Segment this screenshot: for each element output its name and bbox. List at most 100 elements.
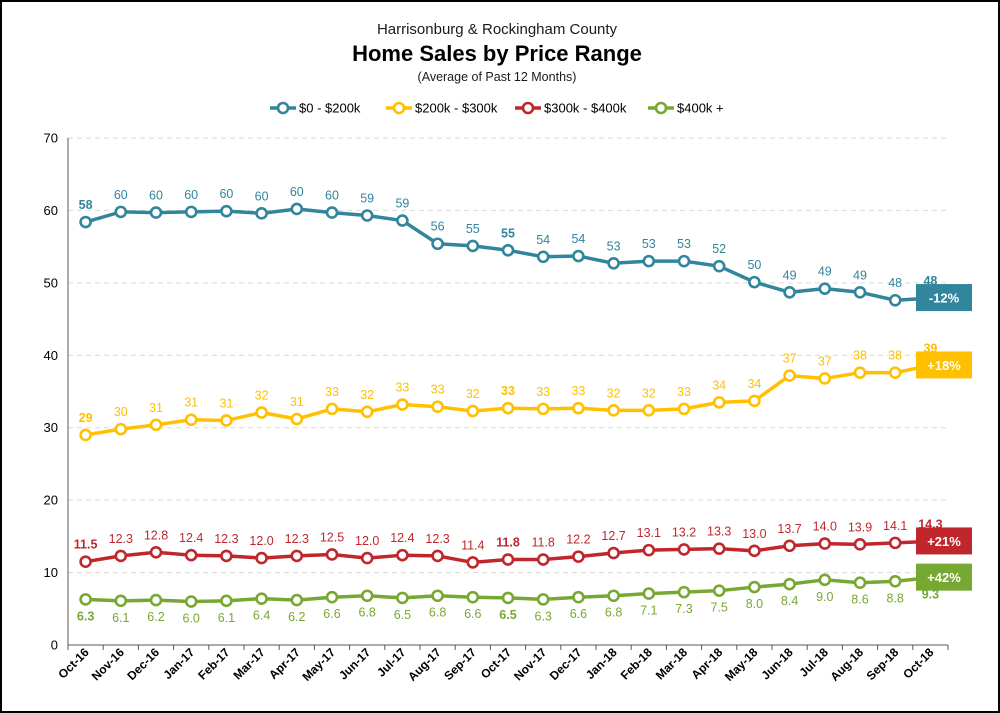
data-label: 6.8 xyxy=(429,606,446,620)
data-point xyxy=(853,576,867,590)
data-point xyxy=(360,589,374,603)
data-label: 7.5 xyxy=(711,601,728,615)
data-point xyxy=(783,539,796,553)
data-point xyxy=(712,396,726,409)
data-label: 60 xyxy=(114,188,128,202)
data-point xyxy=(712,584,726,597)
chart-subtitle: (Average of Past 12 Months) xyxy=(418,70,577,84)
data-label: 13.3 xyxy=(707,525,731,539)
legend-label: $300k - $400k xyxy=(544,101,627,116)
data-point xyxy=(783,369,796,382)
data-label: 49 xyxy=(783,268,797,282)
data-point xyxy=(114,594,128,608)
data-point xyxy=(114,422,128,436)
data-label: 8.0 xyxy=(746,597,763,611)
data-label: 53 xyxy=(607,239,621,253)
data-label: 37 xyxy=(783,352,797,366)
data-label: 34 xyxy=(747,377,761,391)
data-label: 32 xyxy=(607,386,621,400)
data-label: 11.4 xyxy=(461,538,484,552)
data-label: 32 xyxy=(642,386,656,400)
data-label: 6.8 xyxy=(605,606,622,620)
data-point xyxy=(607,589,620,603)
data-point xyxy=(466,590,480,604)
data-point xyxy=(466,239,480,253)
data-label: 12.8 xyxy=(144,528,168,542)
data-point xyxy=(642,404,656,417)
data-point xyxy=(642,543,656,557)
data-point xyxy=(607,546,620,560)
data-label: 12.2 xyxy=(566,533,590,547)
change-badge-label: +18% xyxy=(927,358,961,373)
data-label: 13.2 xyxy=(672,525,696,539)
data-label: 33 xyxy=(536,385,550,399)
data-label: 31 xyxy=(219,396,233,410)
data-label: 12.4 xyxy=(179,531,203,545)
data-point xyxy=(360,551,374,565)
data-point xyxy=(325,548,339,561)
data-point xyxy=(149,545,163,559)
data-label: 6.5 xyxy=(499,608,516,622)
y-tick-label: 60 xyxy=(44,203,58,218)
data-point xyxy=(501,591,515,605)
data-point xyxy=(431,237,444,251)
data-point xyxy=(712,259,726,273)
data-point xyxy=(396,591,409,605)
data-label: 31 xyxy=(184,396,198,410)
data-point xyxy=(853,285,867,299)
x-tick-label: Jan-18 xyxy=(583,645,620,682)
data-label: 13.9 xyxy=(848,520,872,534)
data-point xyxy=(783,285,796,299)
data-point xyxy=(712,542,726,555)
x-tick-label: May-17 xyxy=(299,645,338,684)
x-tick-label: Dec-17 xyxy=(547,645,585,683)
data-label: 60 xyxy=(255,189,269,203)
data-label: 56 xyxy=(431,220,445,234)
x-tick-label: Oct-17 xyxy=(478,645,515,682)
data-label: 33 xyxy=(501,384,515,398)
data-point xyxy=(607,404,620,417)
data-label: 31 xyxy=(149,401,163,415)
data-point xyxy=(888,574,902,588)
data-point xyxy=(888,293,902,307)
data-label: 13.7 xyxy=(777,522,801,536)
data-point xyxy=(220,204,233,218)
data-label: 7.3 xyxy=(675,602,692,616)
y-tick-label: 0 xyxy=(51,638,58,653)
axes xyxy=(67,138,949,650)
data-point xyxy=(360,209,374,222)
change-badge xyxy=(916,351,972,379)
x-tick-label: May-18 xyxy=(722,645,761,684)
data-label: 9.3 xyxy=(922,588,939,602)
data-label: 6.6 xyxy=(323,607,340,621)
change-badge-label: +42% xyxy=(927,570,961,585)
data-label: 55 xyxy=(466,222,480,236)
y-tick-label: 40 xyxy=(44,348,58,363)
data-label: 6.1 xyxy=(112,611,129,625)
x-tick-label: Sep-18 xyxy=(864,645,902,683)
change-badge-label: +21% xyxy=(927,534,961,549)
data-point xyxy=(748,394,761,408)
y-tick-label: 50 xyxy=(44,275,58,290)
data-label: 60 xyxy=(149,189,163,203)
data-point xyxy=(184,595,198,608)
change-badge xyxy=(916,563,972,591)
data-point xyxy=(396,214,409,227)
data-label: 37 xyxy=(818,354,832,368)
data-point xyxy=(888,366,902,379)
data-label: 6.3 xyxy=(77,609,94,623)
data-point xyxy=(501,243,515,257)
data-label: 13.0 xyxy=(742,527,766,541)
legend-label: $0 - $200k xyxy=(299,101,361,116)
data-point xyxy=(677,254,691,268)
data-point xyxy=(396,548,409,562)
data-label: 12.0 xyxy=(249,534,273,548)
data-label: 6.8 xyxy=(359,606,376,620)
data-labels: 58 60 60 60 60 60 60 60 59 59 56 55 55 54 54 53 53 53 52 50… xyxy=(74,185,943,626)
legend-marker xyxy=(276,101,290,115)
data-point xyxy=(888,536,902,550)
x-tick-label: Sep-17 xyxy=(441,645,479,683)
data-point xyxy=(466,404,480,418)
data-point xyxy=(290,202,304,216)
